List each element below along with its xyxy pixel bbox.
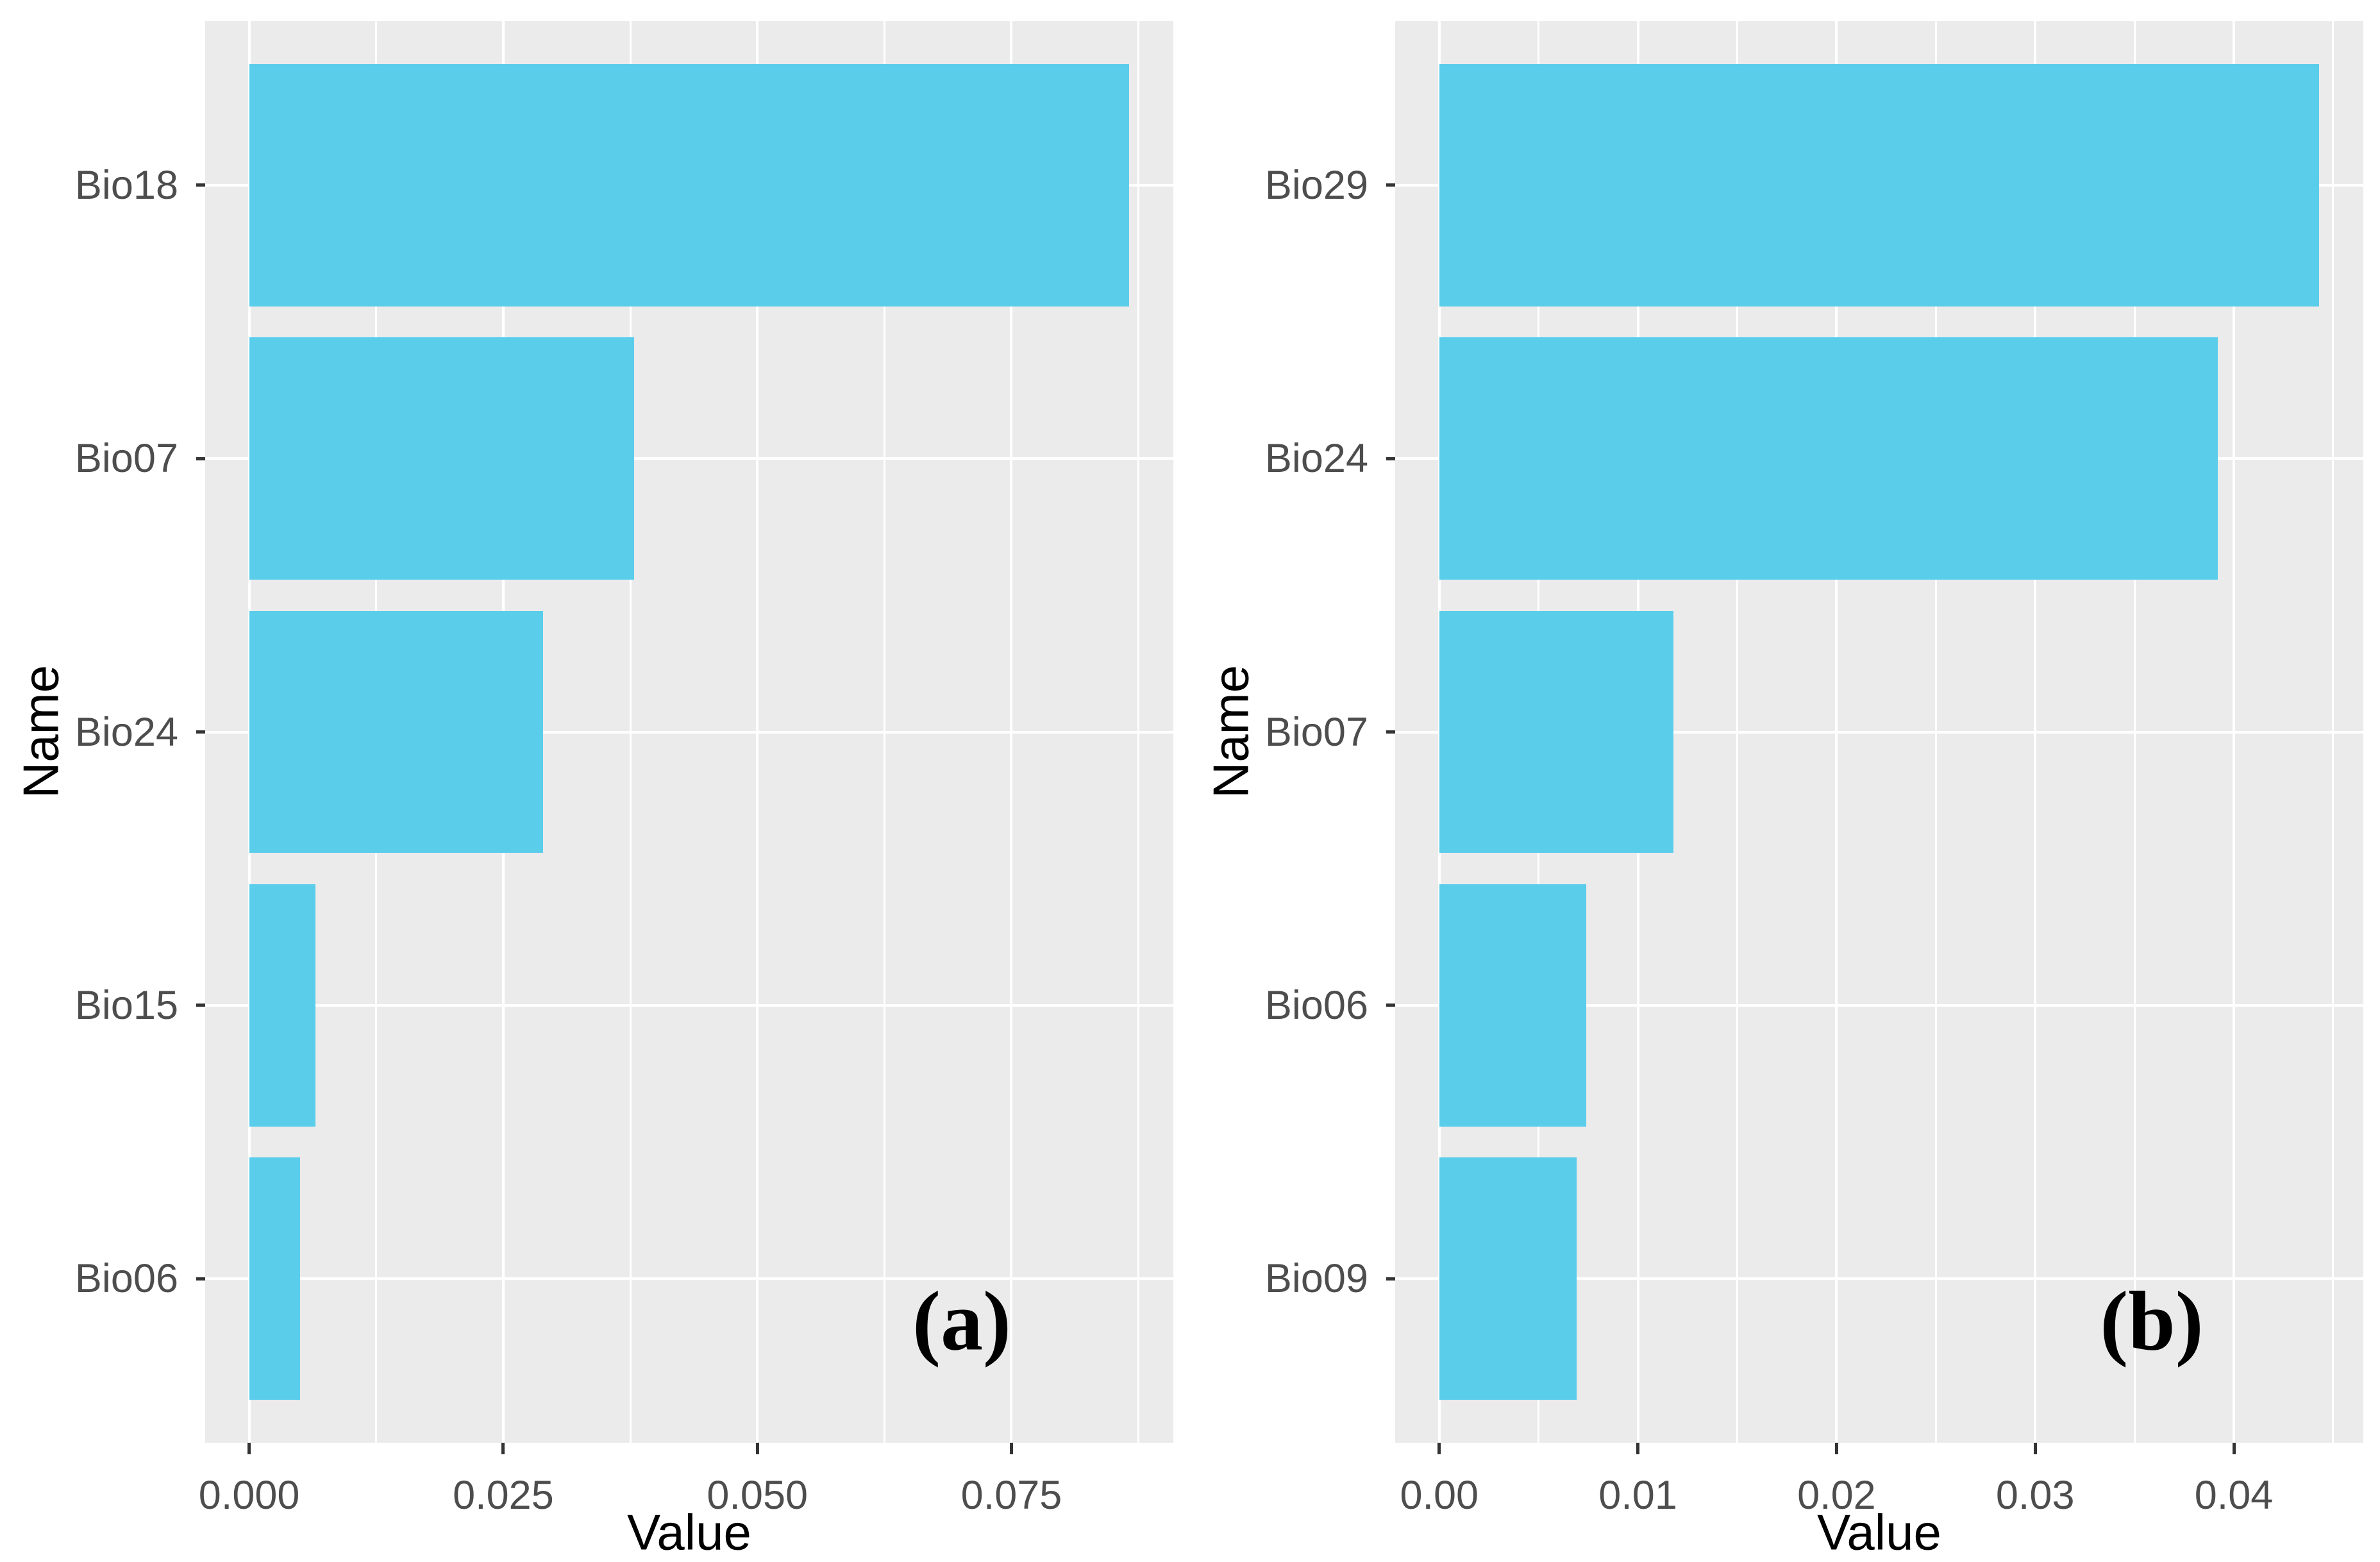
gridline-major-horizontal bbox=[205, 730, 1173, 734]
x-tick-label: 0.025 bbox=[453, 1473, 554, 1518]
y-tick bbox=[196, 730, 205, 734]
y-tick bbox=[1386, 183, 1395, 187]
x-tick bbox=[1834, 1443, 1838, 1454]
x-tick-label: 0.000 bbox=[198, 1473, 300, 1518]
x-tick-label: 0.03 bbox=[1995, 1473, 2075, 1518]
y-tick-label: Bio29 bbox=[1264, 162, 1368, 208]
x-tick-label: 0.00 bbox=[1400, 1473, 1479, 1518]
y-tick bbox=[196, 1277, 205, 1281]
gridline-major-horizontal bbox=[205, 457, 1173, 460]
y-tick-label: Bio15 bbox=[74, 982, 178, 1028]
x-tick-label: 0.075 bbox=[960, 1473, 1062, 1518]
bar-bio24 bbox=[249, 610, 543, 853]
x-tick bbox=[755, 1443, 759, 1454]
x-tick-label: 0.050 bbox=[707, 1473, 809, 1518]
bar-bio24 bbox=[1439, 337, 2218, 580]
figure-panel-a: Name Value (a) Bio18 Bio07 Bio24 Bio15 Bio06… bbox=[0, 0, 1190, 1561]
gridline-major-horizontal bbox=[205, 1004, 1173, 1007]
x-tick-label: 0.04 bbox=[2194, 1473, 2274, 1518]
panel-label-a: (a) bbox=[912, 1273, 1011, 1368]
panel-label-b: (b) bbox=[2100, 1273, 2204, 1368]
gridline-major-horizontal bbox=[1395, 730, 2363, 734]
bar-bio29 bbox=[1439, 63, 2320, 307]
x-axis-title: Value bbox=[1817, 1504, 1941, 1561]
y-tick bbox=[196, 457, 205, 460]
gridline-major-horizontal bbox=[1395, 1277, 2363, 1281]
bar-bio07 bbox=[1439, 610, 1674, 853]
y-tick bbox=[196, 183, 205, 187]
x-tick bbox=[2033, 1443, 2037, 1454]
y-tick-label: Bio09 bbox=[1264, 1256, 1368, 1302]
y-tick bbox=[196, 1004, 205, 1007]
x-tick bbox=[2232, 1443, 2236, 1454]
x-tick-label: 0.01 bbox=[1598, 1473, 1677, 1518]
x-tick bbox=[501, 1443, 505, 1454]
y-tick-label: Bio18 bbox=[74, 162, 178, 208]
bar-bio15 bbox=[249, 884, 315, 1127]
y-tick-label: Bio06 bbox=[74, 1256, 178, 1302]
y-tick-label: Bio07 bbox=[1264, 709, 1368, 755]
y-tick-label: Bio06 bbox=[1264, 982, 1368, 1028]
x-tick bbox=[1636, 1443, 1640, 1454]
plot-panel bbox=[205, 21, 1173, 1443]
bar-bio06 bbox=[1439, 884, 1587, 1127]
bar-bio18 bbox=[249, 63, 1130, 307]
gridline-major-horizontal bbox=[205, 1277, 1173, 1281]
figure-panel-b: Name Value (b) Bio29 Bio24 Bio07 Bio06 Bio09… bbox=[1190, 0, 2380, 1561]
y-tick bbox=[1386, 1277, 1395, 1281]
bar-bio06 bbox=[249, 1157, 300, 1400]
y-tick-label: Bio24 bbox=[1264, 436, 1368, 482]
gridline-major-horizontal bbox=[1395, 1004, 2363, 1007]
x-tick-label: 0.02 bbox=[1797, 1473, 1876, 1518]
y-tick-label: Bio24 bbox=[74, 709, 178, 755]
x-tick bbox=[1009, 1443, 1013, 1454]
bar-bio09 bbox=[1439, 1157, 1577, 1400]
y-tick-label: Bio07 bbox=[74, 436, 178, 482]
x-axis-title: Value bbox=[627, 1504, 751, 1561]
y-tick bbox=[1386, 457, 1395, 460]
x-tick bbox=[247, 1443, 251, 1454]
bar-bio07 bbox=[249, 337, 635, 580]
x-tick bbox=[1437, 1443, 1441, 1454]
plot-panel bbox=[1395, 21, 2363, 1443]
y-tick bbox=[1386, 1004, 1395, 1007]
y-tick bbox=[1386, 730, 1395, 734]
